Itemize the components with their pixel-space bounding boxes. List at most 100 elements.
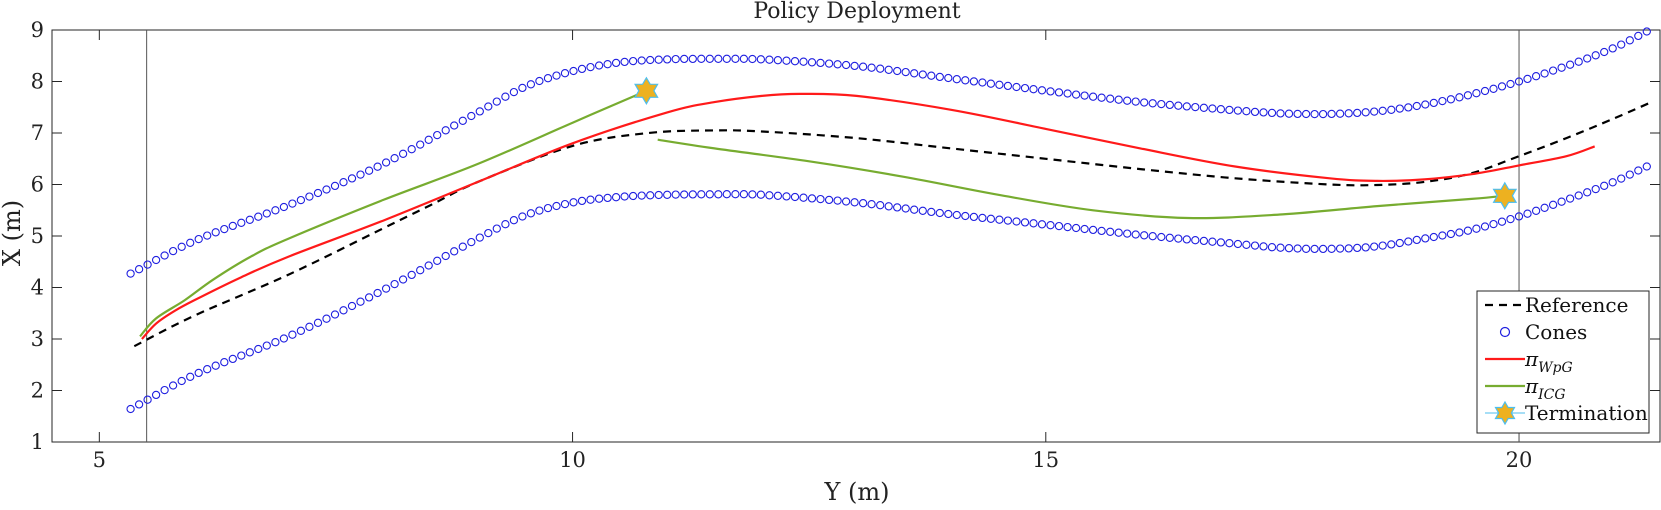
cone-marker [330,310,340,319]
cone-marker [697,54,706,63]
cone-marker [944,209,953,219]
cone-marker [1080,224,1089,234]
cone-marker [654,55,663,64]
cone-marker [1327,109,1336,119]
cone-marker [1284,109,1294,118]
cone-marker [961,76,970,85]
cone-marker [390,279,399,289]
cone-marker [1148,232,1157,241]
cone-marker [952,75,961,84]
cone-marker [1455,228,1464,237]
cone-marker [1335,244,1345,253]
cone-marker [1455,93,1464,102]
cone-marker [1225,105,1234,115]
cone-marker [1480,222,1490,231]
cone-marker [492,224,501,233]
cone-marker [705,190,714,199]
cone-marker [969,77,979,86]
cone-marker [1071,223,1081,233]
cone-marker [416,140,425,149]
cone-marker [1404,237,1413,246]
cone-marker [1080,91,1089,100]
cone-marker [1557,197,1566,206]
legend-symbol-circle [1499,326,1511,338]
cone-marker [373,162,382,171]
cone-marker [1370,242,1379,251]
cone-marker [1293,244,1302,253]
cone-marker [305,192,314,201]
cone-marker [1574,191,1583,200]
cone-marker [467,237,476,247]
legend-item-wpg: πWpG [1485,347,1573,376]
cone-marker [722,54,731,63]
cone-marker [186,238,195,247]
cone-marker [1020,83,1030,93]
cone-marker [867,200,876,209]
cone-marker [1429,98,1438,108]
cone-marker [731,190,740,199]
cone-marker [611,193,621,202]
y-tick-label: 3 [31,327,44,351]
cone-marker [577,64,587,74]
cone-marker [1216,105,1226,114]
cone-marker [168,381,178,390]
cone-marker [390,154,399,163]
cone-marker [688,54,697,64]
cone-marker [245,348,254,357]
cone-marker [1608,178,1617,187]
cone-marker [1020,218,1030,227]
cone-marker [1514,212,1524,221]
cone-marker [543,203,553,213]
cone-marker [237,351,246,360]
cone-marker [168,246,178,256]
legend-item-icg: πICG [1485,374,1566,403]
cone-marker [381,158,391,167]
cone-marker [1063,89,1072,98]
cone-marker [356,297,365,306]
cone-marker [1361,108,1370,117]
cone-marker [1438,96,1447,106]
cone-marker [765,55,774,64]
cone-marker [1514,77,1524,86]
cone-marker [330,181,340,191]
cone-marker [177,376,186,386]
termination-marker [634,76,659,105]
cone-marker [1012,217,1021,226]
cone-marker [1608,44,1617,53]
cone-marker [893,203,902,212]
cone-marker [1233,239,1243,249]
cone-marker [1344,244,1353,253]
cone-marker [186,372,195,381]
cone-marker [1387,105,1396,114]
cone-marker [1548,200,1558,209]
legend-item-cones: Cones [1499,320,1587,344]
cone-marker [151,255,161,265]
cone-marker [322,185,331,194]
cone-marker [671,54,680,64]
cone-marker [475,107,484,116]
cone-marker [995,80,1004,89]
cone-marker [858,62,868,71]
cone-marker [288,330,297,339]
cone-marker [126,404,135,414]
series-line-2 [657,138,1505,220]
cone-marker [569,198,578,207]
cone-marker [254,344,263,354]
cone-marker [339,178,348,187]
cone-marker [509,216,519,225]
cone-marker [1131,230,1140,239]
y-tick-label: 4 [31,276,44,300]
cone-marker [910,69,919,78]
cone-marker [1421,234,1430,243]
cone-marker [603,60,612,69]
cone-marker [841,197,851,206]
cone-marker [1208,237,1217,246]
cone-marker [807,194,817,203]
cone-marker [1208,104,1217,113]
cones-upper [126,27,1651,278]
cone-marker [433,130,442,140]
cone-marker [620,192,629,201]
cone-marker [731,54,740,63]
cone-marker [637,191,646,200]
cone-marker [986,214,996,223]
